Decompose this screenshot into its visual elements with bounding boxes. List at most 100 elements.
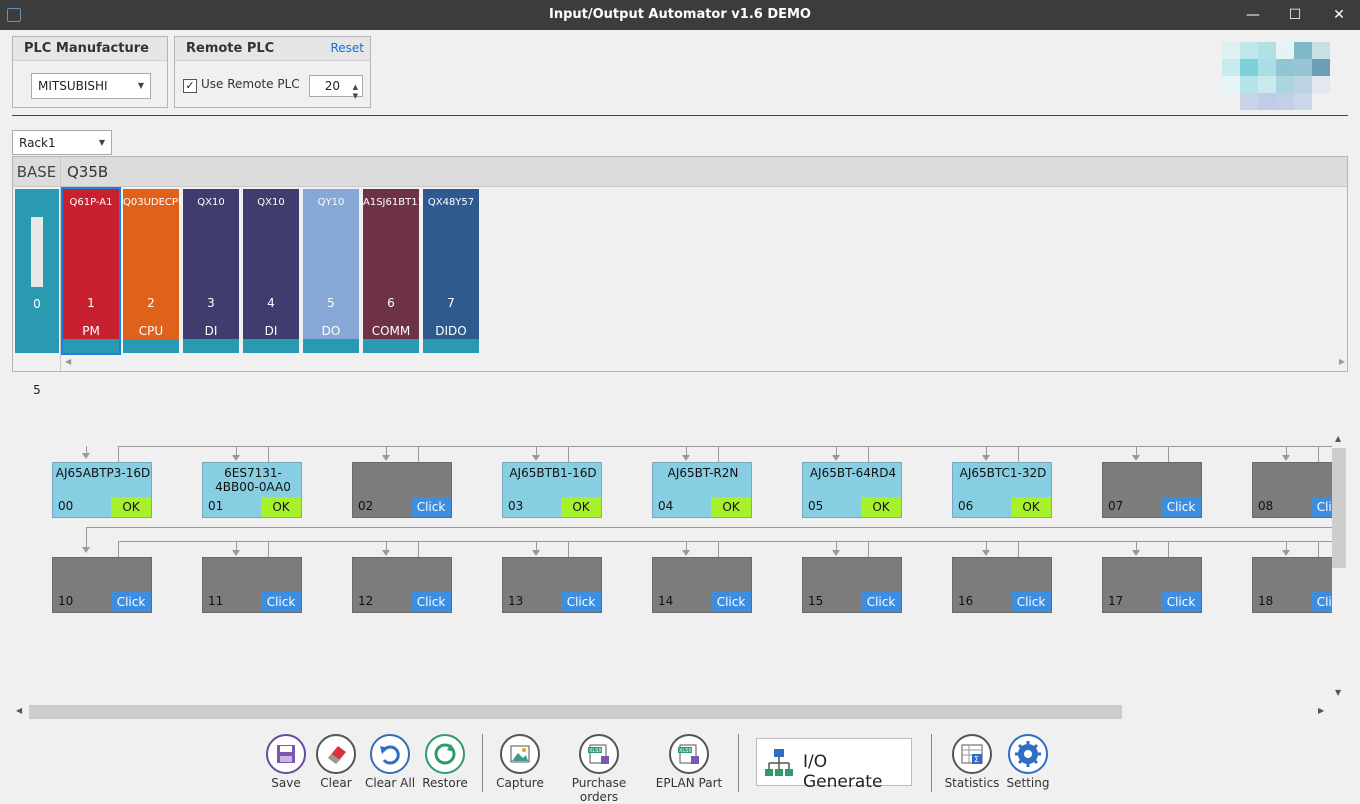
io-node-13[interactable]: 13 Click <box>502 557 602 613</box>
eplan-part-label: EPLAN Part <box>655 776 723 790</box>
plc-manufacture-group: PLC Manufacture MITSUBISHI ▼ <box>12 36 168 108</box>
caret-up-icon[interactable]: ▲ <box>352 83 358 91</box>
io-node-index: 00 <box>58 499 74 513</box>
module-slot-number: 1 <box>87 296 95 310</box>
io-node-04[interactable]: AJ65BT-R2N 04 OK <box>652 462 752 518</box>
io-node-03[interactable]: AJ65BTB1-16D 03 OK <box>502 462 602 518</box>
io-node-15[interactable]: 15 Click <box>802 557 902 613</box>
module-type: PM <box>82 324 100 338</box>
rack-horizontal-scrollbar[interactable]: ◀ ▶ <box>65 357 1345 369</box>
io-node-12[interactable]: 12 Click <box>352 557 452 613</box>
remote-plc-group: Remote PLC Reset ✓ Use Remote PLC 20 ▲ ▼ <box>174 36 371 108</box>
click-button[interactable]: Click <box>1311 592 1332 612</box>
module-slot-2[interactable]: Q03UDECPU 2 CPU <box>123 189 186 353</box>
click-button[interactable]: Click <box>411 497 451 517</box>
io-node-07[interactable]: 07 Click <box>1102 462 1202 518</box>
scroll-thumb[interactable] <box>1332 448 1346 568</box>
close-button[interactable]: ✕ <box>1333 7 1345 23</box>
use-remote-plc-label: Use Remote PLC <box>201 77 300 91</box>
click-button[interactable]: Click <box>1161 497 1201 517</box>
module-model: QX10 <box>257 197 285 208</box>
io-node-14[interactable]: 14 Click <box>652 557 752 613</box>
click-button[interactable]: Click <box>861 592 901 612</box>
excel-export-icon: XLSX <box>669 734 709 774</box>
io-node-05[interactable]: AJ65BT-64RD4 05 OK <box>802 462 902 518</box>
io-node-index: 12 <box>358 594 374 608</box>
statistics-button[interactable]: Σ Statistics <box>945 734 999 796</box>
io-node-10[interactable]: 10 Click <box>52 557 152 613</box>
ok-badge: OK <box>111 497 151 517</box>
use-remote-plc-checkbox[interactable]: ✓ <box>183 79 197 93</box>
save-button[interactable]: Save <box>266 734 306 796</box>
minimize-button[interactable]: — <box>1246 7 1260 23</box>
io-node-06[interactable]: AJ65BTC1-32D 06 OK <box>952 462 1052 518</box>
io-node-00[interactable]: AJ65ABTP3-16D 00 OK <box>52 462 152 518</box>
click-button[interactable]: Click <box>1161 592 1201 612</box>
scroll-left-icon[interactable]: ◀ <box>16 706 23 715</box>
setting-button[interactable]: Setting <box>1007 734 1049 796</box>
module-model: QX10 <box>197 197 225 208</box>
scroll-right-icon[interactable]: ▶ <box>1338 357 1345 366</box>
io-node-area: AJ65ABTP3-16D 00 OK 6ES7131-4BB00-0AA0 01 OK 0… <box>12 430 1332 700</box>
scroll-left-icon[interactable]: ◀ <box>65 357 72 366</box>
click-button[interactable]: Click <box>561 592 601 612</box>
io-node-16[interactable]: 16 Click <box>952 557 1052 613</box>
caret-down-icon[interactable]: ▼ <box>352 92 358 100</box>
ok-badge: OK <box>1011 497 1051 517</box>
click-button[interactable]: Click <box>1311 497 1332 517</box>
io-node-02[interactable]: 02 Click <box>352 462 452 518</box>
module-slot-number: 5 <box>327 296 335 310</box>
io-node-index: 14 <box>658 594 674 608</box>
io-node-01[interactable]: 6ES7131-4BB00-0AA0 01 OK <box>202 462 302 518</box>
restore-button[interactable]: Restore <box>422 734 468 796</box>
click-button[interactable]: Click <box>111 592 151 612</box>
module-slot-1[interactable]: Q61P-A1 1 PM <box>61 187 121 355</box>
io-generate-button[interactable]: I/O Generate <box>756 738 912 792</box>
rack-select[interactable]: Rack1 ▼ <box>12 130 112 155</box>
plc-manufacture-select[interactable]: MITSUBISHI ▼ <box>31 73 151 99</box>
click-button[interactable]: Click <box>1011 592 1051 612</box>
eplan-part-button[interactable]: XLSX EPLAN Part <box>656 734 722 796</box>
clear-all-button[interactable]: Clear All <box>365 734 415 796</box>
rack-name: Q35B <box>67 163 109 181</box>
io-node-name: AJ65BT-64RD4 <box>809 466 897 480</box>
io-horizontal-scrollbar[interactable]: ◀ ▶ <box>12 704 1332 720</box>
io-node-index: 07 <box>1108 499 1124 513</box>
module-slot-5[interactable]: QY10 5 DO <box>303 189 359 353</box>
io-node-name: AJ65ABTP3-16D <box>55 466 151 480</box>
module-type: DO <box>321 324 341 338</box>
io-node-index: 06 <box>958 499 974 513</box>
capture-button[interactable]: Capture <box>496 734 544 796</box>
base-slot[interactable]: 0 <box>15 189 59 353</box>
scroll-down-icon[interactable]: ▼ <box>1335 688 1342 697</box>
io-node-17[interactable]: 17 Click <box>1102 557 1202 613</box>
maximize-button[interactable]: ☐ <box>1288 7 1302 23</box>
ok-badge: OK <box>561 497 601 517</box>
reset-link[interactable]: Reset <box>330 41 364 55</box>
scroll-right-icon[interactable]: ▶ <box>1318 706 1325 715</box>
module-slot-7[interactable]: QX48Y57 7 DIDO <box>423 189 479 353</box>
io-node-11[interactable]: 11 Click <box>202 557 302 613</box>
module-type: DI <box>204 324 218 338</box>
click-button[interactable]: Click <box>411 592 451 612</box>
io-node-18[interactable]: 18 Click <box>1252 557 1332 613</box>
hierarchy-icon <box>765 749 793 776</box>
toolbar-separator <box>482 734 483 792</box>
io-vertical-scrollbar[interactable]: ▲ ▼ <box>1332 430 1346 700</box>
module-model: Q61P-A1 <box>69 197 113 208</box>
picture-icon <box>500 734 540 774</box>
remote-plc-count-stepper[interactable]: 20 ▲ ▼ <box>309 75 363 100</box>
click-button[interactable]: Click <box>261 592 301 612</box>
scroll-thumb[interactable] <box>29 705 1122 719</box>
purchase-orders-button[interactable]: XLSX Purchase orders <box>572 734 626 804</box>
io-node-08[interactable]: 08 Click <box>1252 462 1332 518</box>
click-button[interactable]: Click <box>711 592 751 612</box>
module-slot-3[interactable]: QX10 3 DI <box>183 189 239 353</box>
scroll-up-icon[interactable]: ▲ <box>1335 434 1342 443</box>
clear-button[interactable]: Clear <box>316 734 356 796</box>
module-slot-6[interactable]: A1SJ61BT11 6 COMM <box>363 189 424 353</box>
module-model: Q03UDECPU <box>123 197 186 208</box>
module-model: QY10 <box>317 197 345 208</box>
module-slot-4[interactable]: QX10 4 DI <box>243 189 299 353</box>
spreadsheet-sum-icon: Σ <box>952 734 992 774</box>
